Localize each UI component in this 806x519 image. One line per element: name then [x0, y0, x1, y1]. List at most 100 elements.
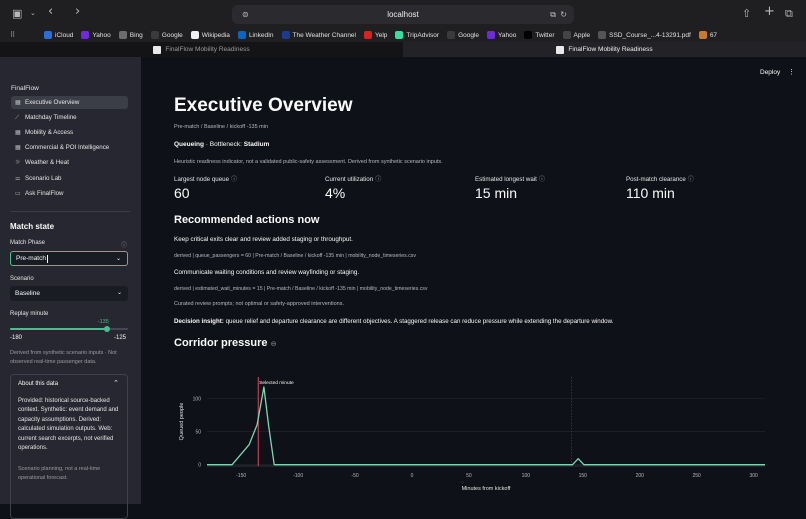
x-tick-label: 0 [411, 473, 414, 479]
weather-channel-icon [281, 31, 290, 39]
bookmark-label: Apple [573, 31, 591, 39]
scenario-select[interactable]: Baseline ⌄ [10, 286, 128, 301]
bookmark-item[interactable]: Twitter [524, 31, 555, 39]
sidebar-item-mobility-access[interactable]: ▦ Mobility & Access [11, 126, 128, 139]
more-menu-icon[interactable]: ⋮ [788, 69, 795, 76]
readiness-disclaimer: Heuristic readiness indicator, not a val… [174, 159, 443, 165]
bookmarks-grid-icon[interactable]: ⠿ [10, 32, 16, 39]
help-icon[interactable]: ⓘ [685, 176, 694, 183]
sliders-icon: ⚌ [15, 174, 21, 182]
replay-slider-track[interactable] [10, 326, 128, 332]
chevron-down-icon: ⌄ [116, 289, 122, 296]
help-icon[interactable]: ⓘ [229, 176, 238, 183]
bookmark-item[interactable]: Yahoo [487, 31, 516, 39]
x-tick-label: -150 [236, 473, 246, 479]
y-tick-label: 0 [198, 463, 201, 469]
link-icon[interactable]: ⊖ [270, 341, 277, 348]
about-data-expander: About this data ⌃ Provided: historical s… [10, 374, 128, 519]
back-icon[interactable]: ‹ [48, 4, 54, 19]
replay-slider-fill [10, 328, 107, 330]
bookmark-item[interactable]: Apple [562, 31, 591, 39]
metric-label-text: Post-match clearance [626, 176, 686, 183]
bing-icon [118, 31, 127, 39]
trend-line-icon: ⟋ [15, 113, 20, 121]
x-tick-label: -100 [293, 473, 303, 479]
bookmark-item[interactable]: TripAdvisor [395, 31, 439, 39]
insight-label: Decision insight: [174, 318, 224, 325]
browser-tab[interactable]: FinalFlow Mobility Readiness [0, 42, 403, 57]
sidebar-item-scenario-lab[interactable]: ⚌ Scenario Lab [11, 172, 128, 185]
help-icon[interactable]: ⓘ [121, 242, 128, 249]
bookmark-label: The Weather Channel [292, 31, 356, 39]
bookmark-item[interactable]: SSD_Course_...4-13291.pdf [598, 31, 691, 39]
corridor-heading-text: Corridor pressure [174, 337, 268, 349]
deploy-button[interactable]: Deploy [760, 69, 781, 76]
bookmark-item[interactable]: Wikipedia [190, 31, 230, 39]
browser-tab-active[interactable]: FinalFlow Mobility Readiness [403, 42, 806, 57]
match-state-heading: Match state [10, 222, 55, 231]
x-tick-label: 200 [636, 473, 645, 479]
sidebar-item-label: Executive Overview [25, 99, 80, 106]
bookmark-label: 67 [709, 31, 718, 39]
sidebar-toggle-icon[interactable]: ▣ [12, 7, 23, 20]
scenario-label: Scenario [10, 276, 34, 282]
bottleneck-status: Queueing · Bottleneck: Stadium [174, 141, 269, 148]
bookmark-item[interactable]: 67 [698, 31, 718, 39]
twitter-x-icon [524, 31, 533, 39]
apple-logo-icon [44, 31, 52, 39]
grid-icon: ▦ [15, 144, 21, 152]
reload-icon[interactable]: ↻ [560, 10, 567, 19]
bookmark-item[interactable]: Yelp [364, 31, 387, 39]
bookmark-item[interactable]: The Weather Channel [281, 31, 356, 39]
bookmark-item[interactable]: Yahoo [81, 31, 111, 39]
forward-icon[interactable]: › [75, 4, 81, 19]
bookmark-item[interactable]: Google [150, 31, 183, 39]
new-tab-icon[interactable]: + [764, 4, 775, 19]
yahoo-icon [487, 31, 496, 39]
metric-label-text: Largest node queue [174, 176, 230, 183]
grid-icon: ▦ [15, 99, 21, 106]
match-phase-select[interactable]: Pre-match ⌄ [10, 251, 128, 266]
help-icon[interactable]: ⓘ [373, 176, 382, 183]
metric-label: Post-match clearance ⓘ [626, 174, 694, 183]
chevron-up-icon[interactable]: ⌃ [113, 379, 119, 387]
sidebar-item-label: Weather & Heat [25, 159, 69, 167]
chevron-down-icon[interactable]: ⌄ [30, 9, 36, 17]
share-icon[interactable]: ⇧ [742, 7, 752, 20]
x-tick-label: 250 [693, 473, 702, 479]
action-source: derived | queue_passengers = 60 | Pre-ma… [174, 253, 416, 259]
bookmark-item[interactable]: LinkedIn [237, 31, 274, 39]
sidebar-item-commercial-poi-intelligence[interactable]: ▦ Commercial & POI Intelligence [11, 141, 128, 154]
sidebar-item-ask-finalflow[interactable]: ▭ Ask FinalFlow [11, 187, 128, 200]
action-source: derived | estimated_wait_minutes = 15 | … [174, 286, 428, 292]
sidebar: FinalFlow ▦ Executive Overview ⟋ Matchday T… [0, 57, 141, 519]
bookmark-label: iCloud [55, 31, 74, 39]
bookmark-item[interactable]: Google [447, 31, 479, 39]
sidebar-item-weather-heat[interactable]: ☼ Weather & Heat [11, 156, 128, 169]
metric-label: Current utilization ⓘ [325, 174, 381, 183]
bookmark-item[interactable]: Bing [118, 31, 143, 39]
sidebar-item-executive-overview[interactable]: ▦ Executive Overview [11, 96, 128, 109]
page-settings-icon[interactable]: ⊜ [242, 10, 249, 19]
corridor-pressure-chart: 0 50 100 -150 -100 -50 0 50 100 150 200 250 300 Minut… [179, 377, 765, 492]
sidebar-item-label: Matchday Timeline [25, 114, 77, 122]
sun-icon: ☼ [15, 159, 21, 167]
help-icon[interactable]: ⓘ [536, 176, 546, 183]
queueing-label: Queueing [174, 141, 204, 148]
metric-value: 110 min [626, 185, 675, 201]
x-tick-label: -50 [351, 473, 358, 479]
bookmark-item[interactable]: iCloud [44, 31, 73, 39]
sidebar-item-matchday-timeline[interactable]: ⟋ Matchday Timeline [11, 111, 128, 124]
tab-overview-icon[interactable]: ⧉ [785, 7, 793, 20]
tripadvisor-icon [395, 31, 404, 39]
about-data-title[interactable]: About this data [18, 381, 59, 387]
bookmark-label: Google [161, 31, 183, 39]
translate-icon[interactable]: ⧉ [550, 9, 556, 19]
yelp-icon [364, 31, 372, 39]
address-bar[interactable]: ⊜ localhost ⧉ ↻ [232, 5, 574, 24]
bookmark-label: Twitter [535, 31, 555, 39]
about-data-footer: Scenario planning, not a real-time opera… [18, 466, 101, 481]
chat-icon: ▭ [15, 189, 21, 197]
metric-value: 60 [174, 185, 190, 201]
replay-slider-thumb[interactable] [103, 326, 110, 332]
